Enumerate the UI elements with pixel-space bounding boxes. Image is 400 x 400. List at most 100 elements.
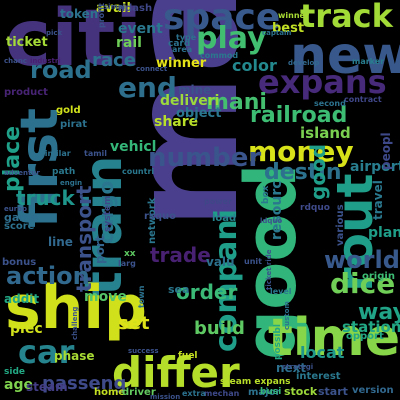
word-differ: differ <box>112 348 240 397</box>
word-line: line <box>48 235 73 249</box>
word-extra: extra <box>182 389 206 398</box>
word-number: number <box>148 143 262 173</box>
word-game: game <box>4 211 39 224</box>
word-travel: travel <box>371 180 385 220</box>
word-station: station <box>342 318 400 336</box>
word-level: level <box>270 287 292 296</box>
word-bonus: bonus <box>2 257 37 268</box>
word-gold: gold <box>56 105 81 116</box>
word-token: token <box>60 7 99 21</box>
word-locat: locat <box>300 343 345 362</box>
word-best: best <box>272 21 305 36</box>
word-town: town <box>137 285 146 308</box>
word-simpl: simpl <box>104 3 126 11</box>
word-deliveri: deliveri <box>160 93 220 109</box>
word-type: type <box>176 33 197 42</box>
word-steam: steam <box>26 380 68 394</box>
word-vehicl: vehicl <box>110 139 157 155</box>
word-race: race <box>92 50 136 71</box>
word-pick: pick <box>46 29 63 37</box>
word-path: path <box>52 167 76 177</box>
word-chanc: chanc <box>4 57 27 65</box>
word-fuel: fuel <box>178 351 198 361</box>
word-resourc: resourc <box>269 180 285 240</box>
word-play: play <box>196 21 267 56</box>
word-object: object <box>176 106 222 121</box>
word-busi: busi <box>260 387 282 397</box>
word-marker: marker <box>352 57 385 66</box>
word-time: time <box>268 308 400 368</box>
word-ticket: ticket <box>6 35 48 50</box>
word-europ: europ <box>4 205 28 213</box>
word-countri: countri <box>122 167 155 176</box>
word-captain: captain <box>262 29 292 37</box>
word-passeng: passeng <box>42 373 127 394</box>
word-commod: commod <box>200 51 239 60</box>
word-phase: phase <box>54 349 95 363</box>
word-mission: mission <box>150 393 181 400</box>
word-move: move <box>84 289 127 305</box>
word-tamil: tamil <box>84 149 108 158</box>
word-valu: valu <box>206 255 235 269</box>
word-ticket-ride: ticket ride <box>265 249 273 290</box>
word-home: home <box>94 387 126 398</box>
word-rail: rail <box>116 35 142 51</box>
word-winner: winner <box>156 56 207 71</box>
word-interest: interest <box>296 371 341 382</box>
word-destin: destin <box>264 160 342 185</box>
word-contract: contract <box>344 95 382 104</box>
word-steam-expans: steam expans <box>220 377 291 387</box>
word-event: event <box>118 21 163 37</box>
word-build: build <box>194 318 245 339</box>
word-mechan: mechan <box>204 389 240 398</box>
word-area: area <box>172 45 193 54</box>
word-expans: expans <box>258 63 387 101</box>
word-xx: xx <box>124 249 136 259</box>
word-strategi: strategi <box>282 363 314 371</box>
word-major: major <box>248 387 281 398</box>
word-version: version <box>352 385 394 396</box>
word-challeng: challeng <box>71 306 79 340</box>
word-system: system <box>103 195 113 232</box>
word-good-2: good <box>306 143 330 200</box>
word-way: way <box>358 300 400 325</box>
word-trade: trade <box>150 243 211 267</box>
word-new: new <box>290 26 400 86</box>
word-railroad: railroad <box>250 103 348 128</box>
word-opport: opport <box>346 331 384 342</box>
word-car: car <box>18 333 75 371</box>
word-side: side <box>4 367 25 377</box>
word-truck: truck <box>16 186 75 210</box>
word-money: money <box>248 135 354 168</box>
word-avail: avail <box>96 1 131 16</box>
word-island: island <box>300 124 351 142</box>
word-order: order <box>176 280 238 304</box>
word-next: next <box>276 361 307 375</box>
word-sea: sea <box>168 283 190 296</box>
word-possibl: possibl <box>273 324 283 360</box>
word-stock: stock <box>284 385 318 398</box>
word-plane: plane <box>368 225 400 241</box>
word-pirat: pirat <box>60 119 88 130</box>
word-industri: industri <box>30 57 61 65</box>
word-place: place <box>0 125 25 192</box>
word-track: track <box>300 0 393 35</box>
word-connect: connect <box>136 65 168 73</box>
word-addit: addit <box>4 292 40 306</box>
word-piec: piec <box>10 321 43 337</box>
word-winner-2: winner <box>278 11 309 20</box>
word-share: share <box>154 114 199 130</box>
word-origin: origin <box>362 271 395 282</box>
word-end: end <box>118 71 177 104</box>
word-set: set <box>118 313 150 334</box>
word-similar: similar <box>40 149 71 158</box>
word-ldquo: ldquo <box>260 217 283 225</box>
word-product: product <box>4 87 48 98</box>
word-world: world <box>324 246 400 274</box>
word-airport: airport <box>350 159 400 175</box>
word-start: start <box>318 385 348 398</box>
word-peopl: peopl <box>379 132 393 170</box>
word-box: box <box>261 185 271 204</box>
word-success: success <box>128 347 159 355</box>
word-port: port <box>93 235 107 265</box>
